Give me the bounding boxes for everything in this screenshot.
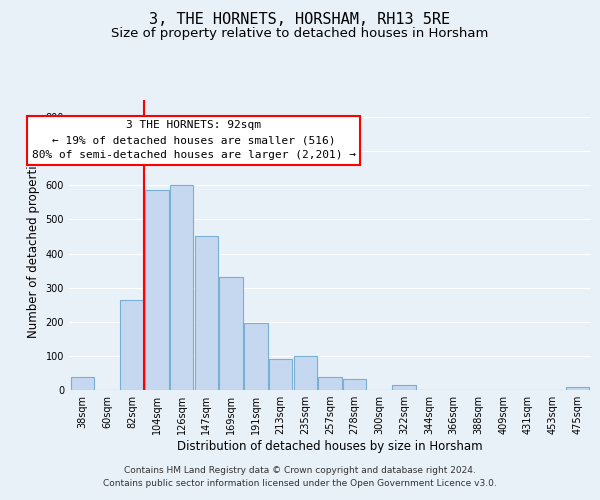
Bar	[145, 190, 169, 390]
Text: Contains HM Land Registry data © Crown copyright and database right 2024.
Contai: Contains HM Land Registry data © Crown c…	[103, 466, 497, 487]
Text: Size of property relative to detached houses in Horsham: Size of property relative to detached ho…	[112, 28, 488, 40]
Bar	[219, 278, 243, 390]
Bar	[71, 377, 94, 390]
Bar	[170, 186, 193, 390]
Y-axis label: Number of detached properties: Number of detached properties	[27, 152, 40, 338]
Bar	[318, 377, 342, 390]
Bar	[392, 385, 416, 390]
Text: 3 THE HORNETS: 92sqm
← 19% of detached houses are smaller (516)
80% of semi-deta: 3 THE HORNETS: 92sqm ← 19% of detached h…	[32, 120, 356, 160]
Bar	[293, 356, 317, 390]
Bar	[244, 324, 268, 390]
Bar	[194, 236, 218, 390]
Bar	[566, 388, 589, 390]
Bar	[121, 300, 144, 390]
Bar	[343, 379, 367, 390]
X-axis label: Distribution of detached houses by size in Horsham: Distribution of detached houses by size …	[177, 440, 483, 453]
Text: 3, THE HORNETS, HORSHAM, RH13 5RE: 3, THE HORNETS, HORSHAM, RH13 5RE	[149, 12, 451, 28]
Bar	[269, 360, 292, 390]
